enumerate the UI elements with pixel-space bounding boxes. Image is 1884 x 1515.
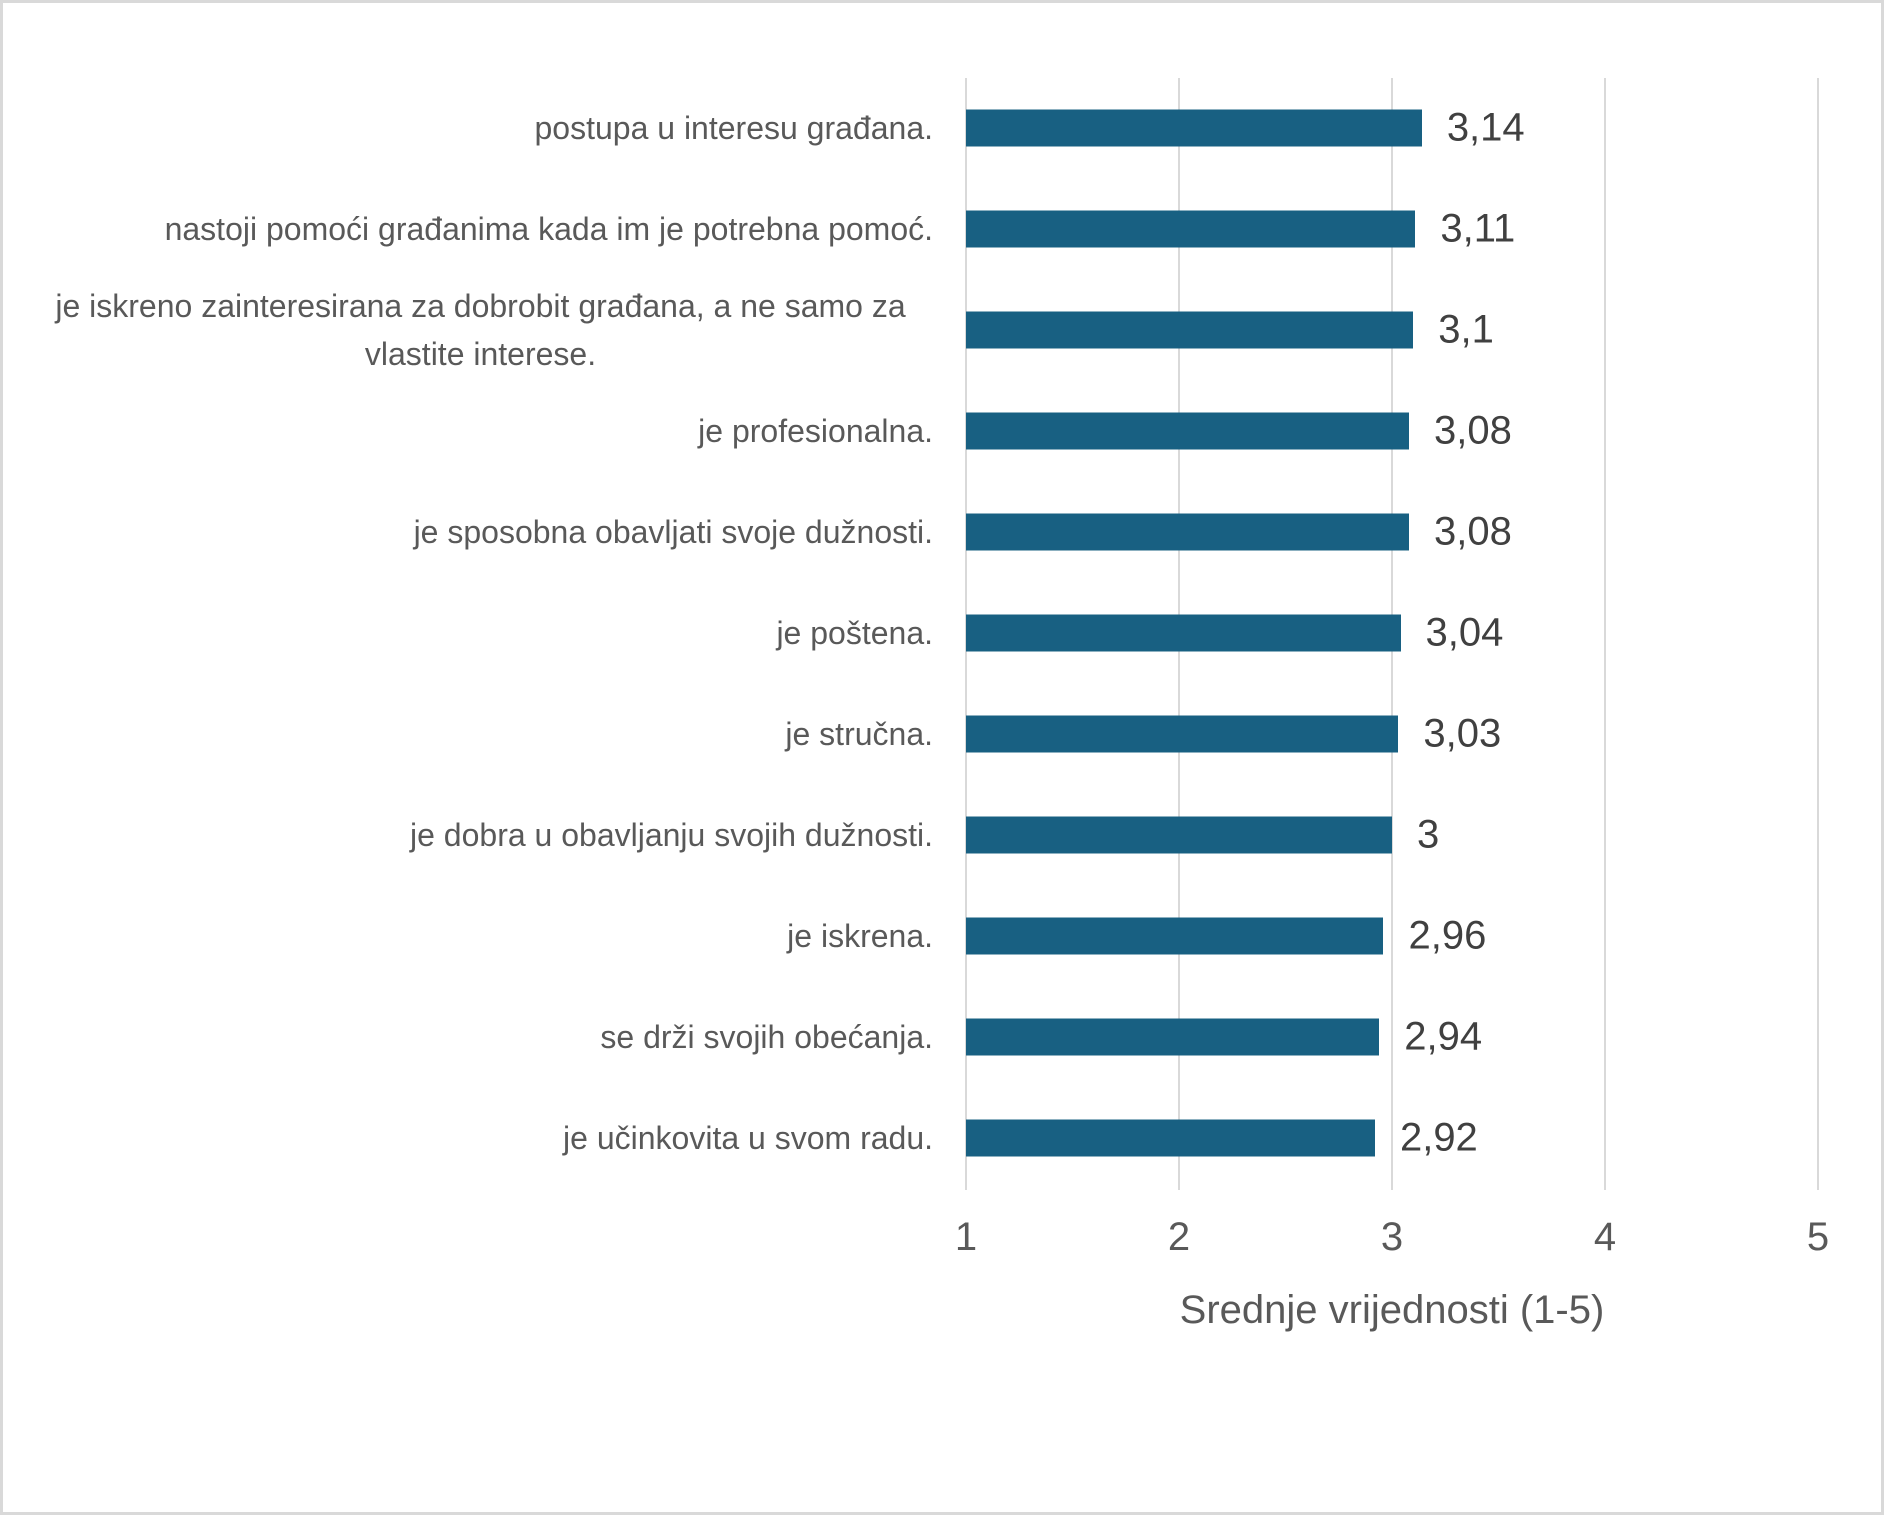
chart-row: je sposobna obavljati svoje dužnosti. 3,0… [3,482,1881,583]
bar [966,614,1401,652]
x-tick-label: 2 [1167,1215,1191,1259]
chart-row: je profesionalna. 3,08 [3,381,1881,482]
chart-row: je iskreno zainteresirana za dobrobit gr… [3,280,1881,381]
category-label: se drži svojih obećanja. [600,1018,933,1055]
gridline [1604,78,1606,1190]
bar [966,917,1384,955]
category-label-wrap: se drži svojih obećanja. [3,1013,933,1061]
value-label: 3 [1417,812,1440,857]
value-label: 3,03 [1423,711,1502,756]
category-label: je učinkovita u svom radu. [563,1119,933,1156]
x-tick-label: 4 [1593,1215,1617,1259]
bar [966,311,1414,349]
chart-row: je dobra u obavljanju svojih dužnosti. 3 [3,784,1881,885]
category-label: je sposobna obavljati svoje dužnosti. [413,514,933,551]
bar [966,412,1410,450]
chart-row: se drži svojih obećanja. 2,94 [3,986,1881,1087]
bar [966,715,1399,753]
bar [966,1119,1375,1157]
category-label-wrap: je stručna. [3,710,933,758]
bar [966,109,1422,147]
value-label: 2,96 [1408,913,1487,958]
value-label: 3,11 [1440,206,1516,251]
value-label: 3,08 [1434,509,1512,554]
category-label: je iskrena. [787,917,933,954]
x-tick-label: 3 [1380,1215,1404,1259]
category-label-wrap: nastoji pomoći građanima kada im je potr… [3,205,933,253]
category-label: je iskreno zainteresirana za dobrobit gr… [55,288,906,373]
value-label: 3,04 [1425,610,1504,655]
value-label: 3,08 [1434,408,1512,453]
value-label: 3,1 [1438,307,1494,352]
category-label: je poštena. [776,614,933,651]
category-label: je stručna. [785,715,933,752]
category-label-wrap: je profesionalna. [3,407,933,455]
x-tick-label: 5 [1806,1215,1830,1259]
chart-row: je stručna. 3,03 [3,683,1881,784]
bar [966,513,1410,551]
chart-row: postupa u interesu građana. 3,14 [3,78,1881,179]
value-label: 2,94 [1404,1014,1483,1059]
category-label-wrap: je poštena. [3,609,933,657]
category-label: nastoji pomoći građanima kada im je potr… [164,211,933,248]
category-label-wrap: postupa u interesu građana. [3,104,933,152]
category-label: postupa u interesu građana. [534,110,933,147]
value-label: 3,14 [1446,105,1525,150]
chart-row: je iskrena. 2,96 [3,885,1881,986]
chart-row: nastoji pomoći građanima kada im je potr… [3,179,1881,280]
category-label-wrap: je učinkovita u svom radu. [3,1114,933,1162]
x-tick-label: 1 [954,1215,978,1259]
value-label: 2,92 [1399,1115,1478,1160]
category-label-wrap: je iskreno zainteresirana za dobrobit gr… [3,282,933,378]
bar [966,816,1392,854]
bar [966,210,1416,248]
category-label-wrap: je dobra u obavljanju svojih dužnosti. [3,811,933,859]
x-axis-title: Srednje vrijednosti (1-5) [1179,1288,1605,1332]
category-label-wrap: je sposobna obavljati svoje dužnosti. [3,508,933,556]
chart-row: je učinkovita u svom radu. 2,92 [3,1087,1881,1188]
chart-row: je poštena. 3,04 [3,583,1881,684]
category-label-wrap: je iskrena. [3,912,933,960]
category-label: je profesionalna. [698,413,933,450]
gridline [1817,78,1819,1190]
bar [966,1018,1380,1056]
category-label: je dobra u obavljanju svojih dužnosti. [410,816,933,853]
